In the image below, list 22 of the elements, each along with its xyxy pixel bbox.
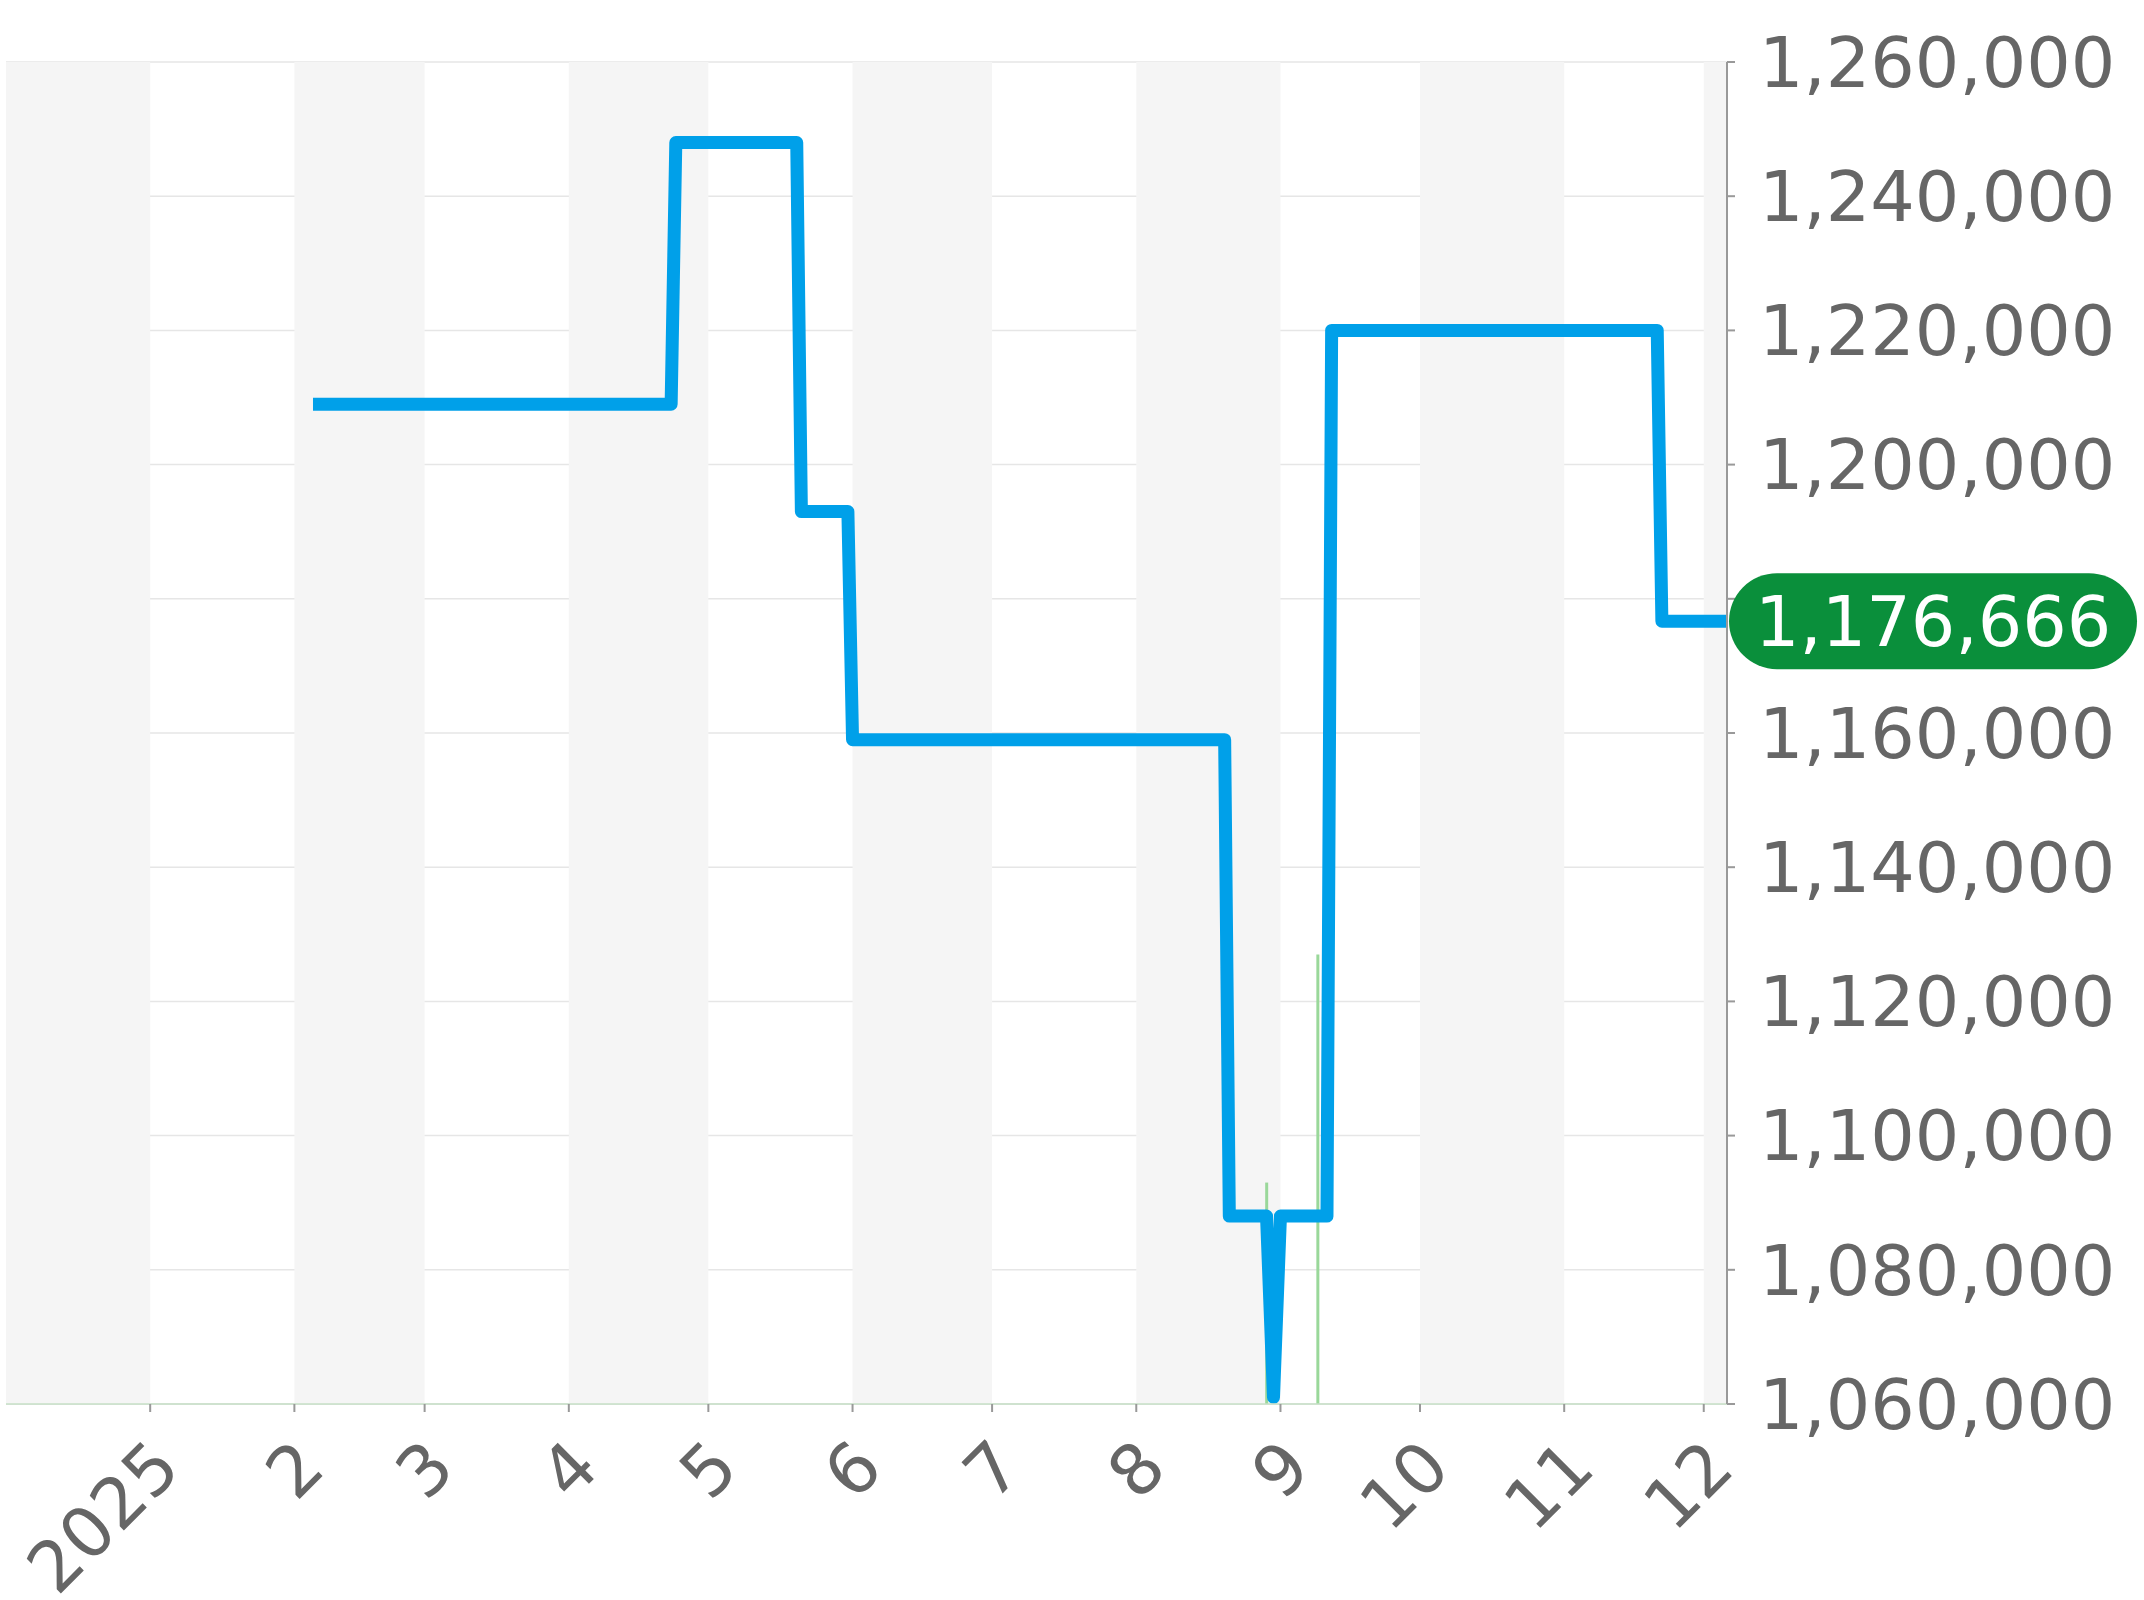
x-tick-label: 12: [1627, 1425, 1749, 1547]
y-tick-label: 1,060,000: [1759, 1363, 2116, 1446]
x-tick-label: 6: [808, 1425, 898, 1515]
x-tick-label: 10: [1344, 1425, 1466, 1547]
x-tick-label: 11: [1488, 1425, 1610, 1547]
y-tick-label: 1,260,000: [1759, 21, 2116, 104]
y-tick-label: 1,160,000: [1759, 692, 2116, 775]
y-tick-label: 1,220,000: [1759, 290, 2116, 373]
y-tick-label: 1,120,000: [1759, 961, 2116, 1044]
annotation: 1,176,666: [1755, 581, 2112, 664]
x-tick-label: 9: [1236, 1425, 1326, 1515]
x-tick-label: 5: [663, 1425, 754, 1515]
y-tick-label: 1,240,000: [1759, 156, 2116, 239]
x-tick-label: 4: [524, 1425, 614, 1515]
y-tick-label: 1,100,000: [1759, 1095, 2116, 1178]
x-tick-label: 8: [1091, 1425, 1182, 1515]
y-tick-label: 1,080,000: [1759, 1229, 2116, 1312]
x-tick-label: 3: [380, 1425, 470, 1515]
y-tick-label: 1,140,000: [1759, 827, 2116, 910]
x-tick-label: 7: [947, 1425, 1038, 1515]
x-tick-label: 2: [249, 1425, 340, 1515]
y-tick-label: 1,200,000: [1759, 424, 2116, 507]
